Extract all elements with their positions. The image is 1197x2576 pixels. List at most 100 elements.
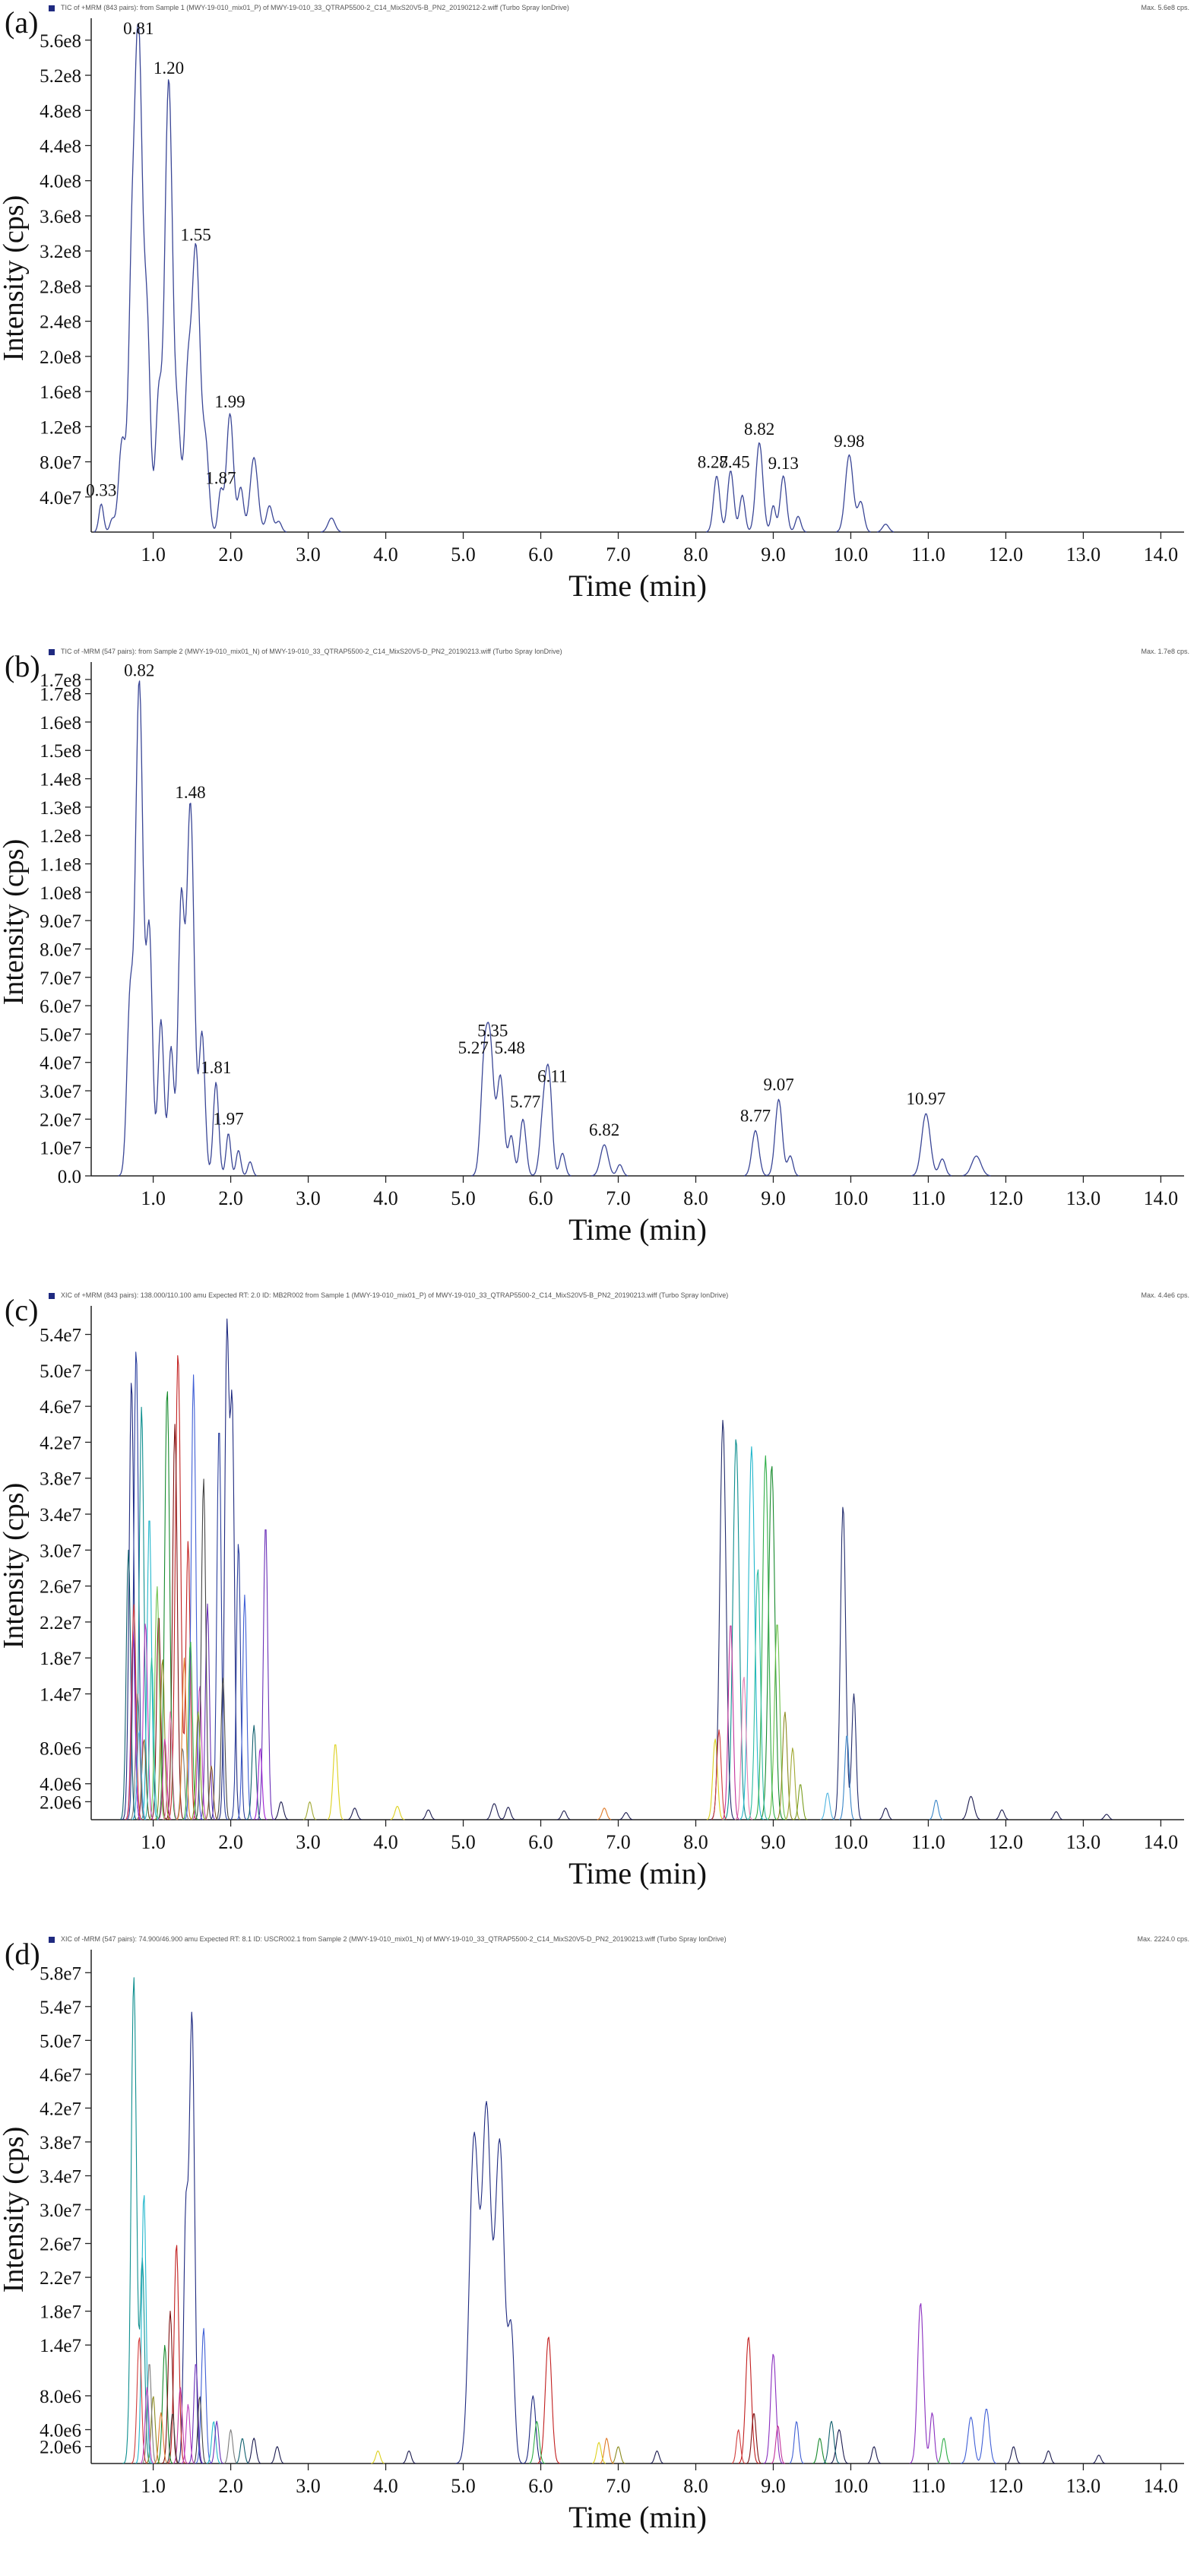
chromatogram-trace-6 [195, 2327, 997, 2464]
x-tick-label: 13.0 [1066, 543, 1101, 566]
peak-rt-label: 10.97 [907, 1089, 946, 1108]
peak-rt-label: 1.48 [175, 783, 205, 802]
x-tick-label: 3.0 [296, 1831, 321, 1853]
chromatogram-header: TIC of +MRM (843 pairs): from Sample 1 (… [61, 4, 569, 11]
x-tick-label: 10.0 [834, 543, 869, 566]
panel-b: 1.7e8 1.7e8 1.6e8 1.5e8 1.4e8 1.3e8 1.2e8 1.1e8… [0, 644, 1197, 1288]
x-tick-label: 10.0 [834, 2475, 869, 2497]
chromatogram-trace-12 [327, 1738, 724, 1820]
x-tick-label: 2.0 [218, 1187, 243, 1209]
chromatogram-trace-2 [126, 1351, 247, 1820]
x-tick-label: 11.0 [911, 1187, 945, 1209]
y-tick-label: 4.0e7 [40, 488, 81, 509]
y-tick-label: 1.2e8 [40, 826, 81, 847]
y-tick-label: 5.6e8 [40, 31, 81, 52]
x-tick-label: 11.0 [911, 2475, 945, 2497]
chromatogram-trace-1 [93, 24, 895, 533]
x-tick-label: 5.0 [451, 1831, 476, 1853]
x-tick-label: 1.0 [141, 1187, 166, 1209]
x-tick-label: 9.0 [761, 2475, 786, 2497]
chromatogram-trace-16 [371, 2441, 606, 2464]
y-tick-label: 9.0e7 [40, 911, 81, 932]
chromatogram-trace-17 [236, 2420, 841, 2464]
x-tick-label: 7.0 [606, 1831, 631, 1853]
peak-rt-label: 1.97 [213, 1109, 243, 1128]
y-tick-label: 1.4e8 [40, 770, 81, 791]
chromatogram-trace-12 [173, 2387, 786, 2464]
y-tick-label: 5.0e7 [40, 2031, 81, 2052]
x-tick-label: 11.0 [911, 1831, 945, 1853]
y-tick-label: 5.0e7 [40, 1361, 81, 1382]
x-axis-title: Time (min) [568, 1856, 707, 1890]
y-tick-label: 1.7e8 [40, 670, 81, 691]
y-tick-label: 1.6e8 [40, 713, 81, 734]
y-tick-label: 8.0e7 [40, 939, 81, 960]
x-tick-label: 3.0 [296, 2475, 321, 2497]
chromatogram-trace-6 [131, 1406, 749, 1820]
chromatogram-trace-28 [274, 1795, 1113, 1820]
chromatogram-trace-11 [154, 2412, 615, 2464]
y-tick-label: 7.0e7 [40, 968, 81, 989]
y-tick-label: 2.0e8 [40, 347, 81, 368]
peak-rt-label: 5.27 [458, 1038, 489, 1057]
y-tick-label: 1.4e7 [40, 2336, 81, 2356]
x-tick-label: 5.0 [451, 1187, 476, 1209]
y-tick-label: 4.0e6 [40, 1775, 81, 1795]
panel-letter: (d) [5, 1937, 40, 1971]
y-tick-label: 1.2e8 [40, 417, 81, 438]
x-tick-label: 9.0 [761, 543, 786, 566]
peak-rt-label: 8.27 [698, 453, 728, 472]
x-tick-label: 13.0 [1066, 1831, 1101, 1853]
peak-rt-label: 1.81 [201, 1058, 231, 1077]
x-tick-label: 14.0 [1144, 1187, 1179, 1209]
x-axis-title: Time (min) [568, 2500, 707, 2534]
x-tick-label: 9.0 [761, 1831, 786, 1853]
chromatogram-plot-a: 5.6e8 5.2e8 4.8e8 4.4e8 4.0e8 3.6e8 3.2e8 2.8e8… [0, 18, 1184, 603]
y-tick-label: 1.1e8 [40, 854, 81, 875]
peak-rt-label: 1.87 [205, 469, 236, 488]
x-tick-label: 14.0 [1144, 543, 1179, 566]
y-tick-label: 1.8e7 [40, 2302, 81, 2323]
chromatogram-header: XIC of -MRM (547 pairs): 74.900/46.900 a… [61, 1935, 727, 1943]
x-tick-label: 1.0 [141, 2475, 166, 2497]
y-tick-label: 1.7e8 [40, 685, 81, 705]
chromatogram-trace-18 [131, 2337, 746, 2464]
x-tick-label: 14.0 [1144, 1831, 1179, 1853]
panel-letter: (c) [5, 1293, 39, 1327]
y-tick-label: 1.0e7 [40, 1139, 81, 1159]
x-tick-label: 4.0 [373, 1187, 398, 1209]
chromatogram-header: XIC of +MRM (843 pairs): 138.000/110.100… [61, 1291, 729, 1299]
chromatogram-trace-9 [135, 2194, 221, 2464]
panel-letter: (a) [5, 5, 39, 40]
x-tick-label: 6.0 [528, 1831, 553, 1853]
y-tick-label: 4.2e7 [40, 2099, 81, 2119]
peak-rt-label: 5.48 [495, 1038, 525, 1057]
chromatogram-trace-8 [148, 1586, 787, 1820]
x-tick-label: 14.0 [1144, 2475, 1179, 2497]
peak-rt-label: 5.77 [510, 1092, 540, 1111]
max-intensity-label: Max. 5.6e8 cps. [1141, 4, 1189, 11]
x-axis-title: Time (min) [568, 1212, 707, 1247]
chromatogram-trace-30 [190, 1711, 808, 1820]
y-tick-label: 5.2e8 [40, 66, 81, 87]
x-tick-label: 4.0 [373, 543, 398, 566]
chromatogram-trace-18 [136, 1739, 218, 1820]
peak-rt-label: 1.20 [154, 59, 184, 78]
y-tick-label: 2.0e6 [40, 1792, 81, 1813]
trace-legend-square-icon [49, 1293, 55, 1299]
chromatogram-trace-15 [188, 2364, 224, 2464]
x-tick-label: 1.0 [141, 1831, 166, 1853]
chromatogram-trace-29 [131, 1730, 835, 1820]
y-tick-label: 1.5e8 [40, 741, 81, 762]
y-tick-label: 8.0e6 [40, 1738, 81, 1759]
y-axis-title: Intensity (cps) [0, 195, 30, 361]
x-tick-label: 3.0 [296, 1187, 321, 1209]
x-tick-label: 8.0 [683, 1831, 708, 1853]
max-intensity-label: Max. 1.7e8 cps. [1141, 648, 1189, 655]
y-tick-label: 4.0e7 [40, 1054, 81, 1074]
peak-rt-label: 1.55 [181, 225, 211, 244]
y-tick-label: 1.4e7 [40, 1684, 81, 1705]
x-tick-label: 12.0 [989, 2475, 1024, 2497]
y-tick-label: 2.2e7 [40, 2268, 81, 2289]
